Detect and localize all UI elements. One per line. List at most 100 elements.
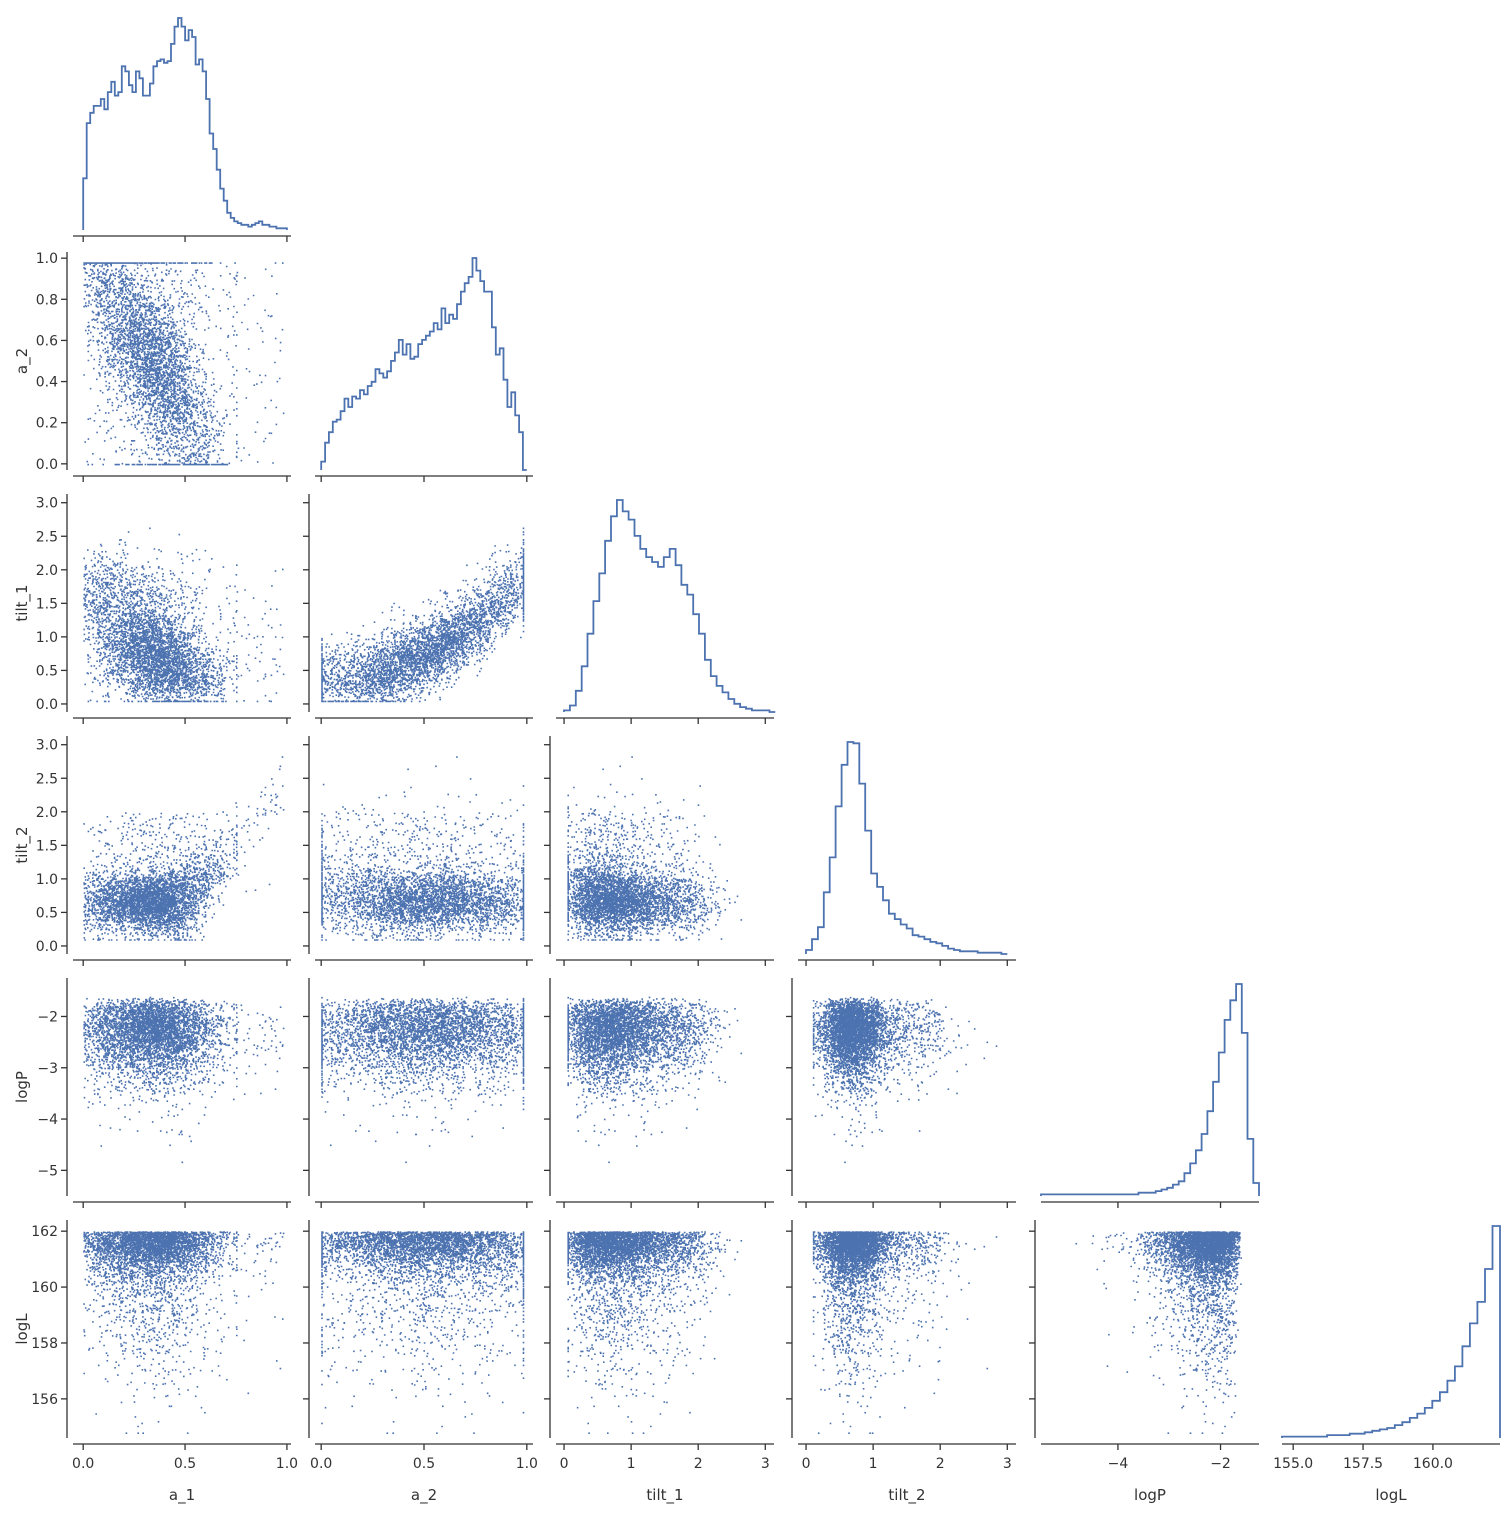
panel-a_1-vs-a_1 — [73, 17, 291, 242]
x-tick-label: 0.0 — [72, 1456, 94, 1472]
scatter-points-logP-tilt_1 — [567, 996, 743, 1164]
x-tick-label: −4 — [1108, 1456, 1129, 1472]
panel-tilt_2-vs-a_1: 0.0 0.5 1.0 1.5 2.0 2.5 3.0 — [36, 736, 291, 966]
scatter-points-logL-a_1 — [83, 1231, 285, 1434]
x-tick-label: 0 — [560, 1456, 569, 1472]
x-tick-label: 2 — [694, 1456, 703, 1472]
scatter-points-logP-a_2 — [321, 996, 525, 1164]
panel-logL-vs-logL: 155.0 157.5 160.0 — [1273, 1225, 1501, 1472]
x-tick-label: 0.5 — [174, 1456, 196, 1472]
histogram-a_2 — [320, 257, 527, 471]
x-tick-label: 160.0 — [1413, 1456, 1453, 1472]
y-tick-label: 1.5 — [36, 838, 58, 854]
x-tick-label: 0 — [802, 1456, 811, 1472]
y-tick-label: −3 — [37, 1061, 58, 1077]
y-tick-label: 1.0 — [36, 872, 58, 888]
y-tick-label: 0.4 — [36, 375, 58, 391]
y-tick-label: −2 — [37, 1009, 58, 1025]
y-tick-label: 2.5 — [36, 771, 58, 787]
x-tick-label: 1 — [869, 1456, 878, 1472]
y-tick-label: −4 — [37, 1112, 58, 1128]
y-tick-label: 1.5 — [36, 596, 58, 612]
y-tick-label: 158 — [31, 1336, 58, 1352]
x-tick-label: 157.5 — [1343, 1456, 1383, 1472]
scatter-points-tilt_1-a_2 — [321, 527, 525, 703]
x-axis-label-a_2: a_2 — [411, 1486, 437, 1505]
panel-logP-vs-tilt_1 — [544, 978, 774, 1208]
y-tick-label: 0.5 — [36, 663, 58, 679]
x-axis-label-tilt_1: tilt_1 — [646, 1486, 683, 1505]
x-tick-label: 155.0 — [1273, 1456, 1313, 1472]
x-axis-label-logL: logL — [1375, 1486, 1407, 1504]
panel-logL-vs-logP: −4 −2 — [1029, 1220, 1259, 1472]
x-tick-label: 3 — [1003, 1456, 1012, 1472]
histogram-logP — [1040, 983, 1260, 1196]
y-tick-label: 2.0 — [36, 805, 58, 821]
x-axis-label-a_1: a_1 — [169, 1486, 195, 1505]
y-tick-label: 3.0 — [36, 496, 58, 512]
scatter-points-tilt_1-a_1 — [83, 527, 285, 703]
x-tick-label: 1 — [627, 1456, 636, 1472]
x-tick-label: 1.0 — [516, 1456, 538, 1472]
y-tick-label: 0.0 — [36, 457, 58, 473]
panel-tilt_1-vs-a_1: 0.0 0.5 1.0 1.5 2.0 2.5 3.0 — [36, 494, 291, 724]
panel-logL-vs-a_1: 0.0 0.5 1.0 162 160 158 156 — [31, 1220, 298, 1472]
x-tick-label: 3 — [761, 1456, 770, 1472]
panel-a_2-vs-a_1: 0.0 0.2 0.4 0.6 0.8 1.0 — [36, 251, 291, 482]
y-tick-label: 2.5 — [36, 529, 58, 545]
scatter-points-logL-tilt_2 — [812, 1231, 998, 1434]
panel-logL-vs-a_2: 0.0 0.5 1.0 — [303, 1220, 538, 1472]
y-tick-label: 0.5 — [36, 905, 58, 921]
scatter-points-a_2-a_1 — [83, 262, 285, 466]
scatter-points-logL-a_2 — [321, 1231, 525, 1434]
y-axis-label-tilt_2: tilt_2 — [13, 826, 32, 863]
scatter-points-tilt_2-tilt_1 — [567, 756, 743, 941]
histogram-logL — [1281, 1225, 1501, 1438]
panel-logL-vs-tilt_2: 0 1 2 3 — [786, 1220, 1016, 1472]
y-axis-label-a_2: a_2 — [13, 348, 32, 374]
y-axis-label-logP: logP — [13, 1071, 31, 1103]
scatter-points-tilt_2-a_1 — [83, 756, 285, 941]
y-tick-label: 162 — [31, 1224, 58, 1240]
scatter-points-logP-a_1 — [83, 996, 285, 1164]
scatter-points-logL-logP — [1075, 1231, 1242, 1434]
panel-logP-vs-logP — [1040, 983, 1260, 1208]
y-axis-label-tilt_1: tilt_1 — [13, 584, 32, 621]
histogram-a_1 — [82, 17, 288, 230]
panel-tilt_2-vs-a_2 — [303, 736, 533, 966]
x-tick-label: 0.0 — [310, 1456, 332, 1472]
y-tick-label: 0.0 — [36, 939, 58, 955]
x-axis-label-tilt_2: tilt_2 — [888, 1486, 925, 1505]
y-axis-label-logL: logL — [13, 1313, 31, 1345]
panel-logP-vs-tilt_2 — [786, 978, 1016, 1208]
y-tick-label: −5 — [37, 1163, 58, 1179]
histogram-tilt_2 — [805, 741, 1008, 955]
x-tick-label: −2 — [1210, 1456, 1231, 1472]
y-tick-label: 0.2 — [36, 416, 58, 432]
histogram-tilt_1 — [563, 499, 776, 713]
panel-tilt_1-vs-a_2 — [303, 494, 533, 724]
x-tick-label: 0.5 — [413, 1456, 435, 1472]
panel-tilt_1-vs-tilt_1 — [556, 499, 776, 724]
y-tick-label: 1.0 — [36, 630, 58, 646]
y-tick-label: 156 — [31, 1392, 58, 1408]
scatter-points-logP-tilt_2 — [812, 996, 998, 1164]
y-tick-label: 160 — [31, 1280, 58, 1296]
x-tick-label: 2 — [936, 1456, 945, 1472]
y-tick-label: 3.0 — [36, 738, 58, 754]
y-tick-label: 0.6 — [36, 333, 58, 349]
scatter-points-tilt_2-a_2 — [321, 756, 525, 941]
y-tick-label: 0.0 — [36, 697, 58, 713]
scatter-points-logL-tilt_1 — [567, 1231, 743, 1434]
x-tick-label: 1.0 — [276, 1456, 298, 1472]
panel-logP-vs-a_2 — [303, 978, 533, 1208]
y-tick-label: 1.0 — [36, 251, 58, 267]
panel-a_2-vs-a_2 — [315, 257, 533, 482]
y-tick-label: 0.8 — [36, 292, 58, 308]
y-tick-label: 2.0 — [36, 563, 58, 579]
panel-tilt_2-vs-tilt_1 — [544, 736, 774, 966]
panel-tilt_2-vs-tilt_2 — [798, 741, 1016, 966]
x-axis-label-logP: logP — [1134, 1486, 1166, 1504]
panel-logP-vs-a_1: −2 −3 −4 −5 — [37, 978, 291, 1208]
